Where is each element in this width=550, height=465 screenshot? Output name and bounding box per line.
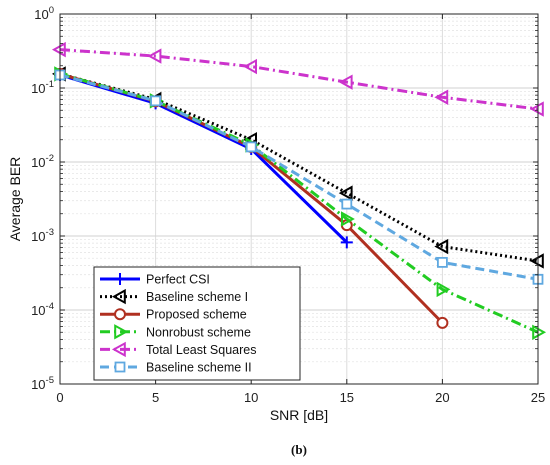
x-tick-label: 0 xyxy=(56,390,63,405)
series-layer xyxy=(51,41,547,340)
figure-caption: (b) xyxy=(291,442,307,457)
y-tick-label: 10-3 xyxy=(31,227,54,244)
data-point-1-4 xyxy=(434,238,449,255)
y-tick-base: 10 xyxy=(31,155,45,170)
x-tick-label: 20 xyxy=(435,390,449,405)
legend-marker-1 xyxy=(111,288,126,305)
legend-label-2: Proposed scheme xyxy=(146,308,247,322)
y-tick-label: 10-5 xyxy=(31,375,54,392)
y-tick-base: 10 xyxy=(31,303,45,318)
y-tick-base: 10 xyxy=(31,229,45,244)
data-point-4-1 xyxy=(147,48,162,64)
legend-marker-0 xyxy=(114,273,126,285)
data-point-5-4 xyxy=(436,256,448,268)
y-tick-exponent: -2 xyxy=(46,153,54,164)
data-point-1-3 xyxy=(338,185,353,201)
y-tick-exponent: -3 xyxy=(46,227,54,238)
legend-label-0: Perfect CSI xyxy=(146,273,210,287)
legend-marker-2 xyxy=(114,308,126,321)
y-tick-label: 100 xyxy=(34,5,54,22)
legend-marker-5 xyxy=(114,361,126,373)
data-point-5-1 xyxy=(150,95,162,107)
data-point-3-5 xyxy=(532,324,547,340)
data-point-3-4 xyxy=(436,281,451,298)
legend-marker-3 xyxy=(114,324,129,340)
y-tick-label: 10-2 xyxy=(31,153,54,170)
data-point-3-3 xyxy=(341,211,355,227)
x-tick-label: 5 xyxy=(152,390,159,405)
y-tick-exponent: -4 xyxy=(46,301,54,312)
y-tick-label: 10-4 xyxy=(31,301,54,318)
data-point-0-3 xyxy=(340,236,353,249)
data-point-4-5 xyxy=(529,101,544,117)
axis-ticks xyxy=(59,13,539,385)
legend-box xyxy=(93,266,301,381)
x-tick-label: 15 xyxy=(340,390,354,405)
legend-marker-4 xyxy=(111,341,126,358)
y-tick-exponent: 0 xyxy=(49,5,54,16)
y-axis-label: Average BER xyxy=(7,157,23,242)
y-tick-label: 10-1 xyxy=(31,79,54,96)
series-line-3 xyxy=(59,72,539,334)
legend-label-1: Baseline scheme I xyxy=(146,290,248,304)
data-point-5-3 xyxy=(341,198,353,210)
x-axis-label: SNR [dB] xyxy=(270,407,328,423)
y-tick-base: 10 xyxy=(31,377,45,392)
legend-label-4: Total Least Squares xyxy=(146,343,257,357)
x-tick-labels: 0 5 10 15 20 25 xyxy=(56,390,545,405)
data-point-2-4 xyxy=(436,316,449,329)
legend: Perfect CSI Baseline scheme I Proposed sch… xyxy=(93,266,301,381)
y-tick-base: 10 xyxy=(34,7,48,22)
y-tick-exponent: -5 xyxy=(46,375,54,386)
series-line-5 xyxy=(59,73,539,281)
series-4 xyxy=(51,41,544,117)
y-tick-exponent: -1 xyxy=(46,79,54,90)
legend-label-5: Baseline scheme II xyxy=(146,361,252,375)
y-tick-base: 10 xyxy=(31,81,45,96)
series-line-4 xyxy=(59,48,539,111)
x-tick-label: 25 xyxy=(531,390,545,405)
data-point-4-0 xyxy=(51,41,66,58)
plot-frame xyxy=(59,13,539,385)
x-tick-label: 10 xyxy=(244,390,258,405)
data-point-4-4 xyxy=(434,89,449,105)
data-point-4-3 xyxy=(338,74,353,90)
legend-label-3: Nonrobust scheme xyxy=(146,325,251,339)
data-point-5-2 xyxy=(245,141,257,153)
data-point-4-2 xyxy=(243,58,257,75)
